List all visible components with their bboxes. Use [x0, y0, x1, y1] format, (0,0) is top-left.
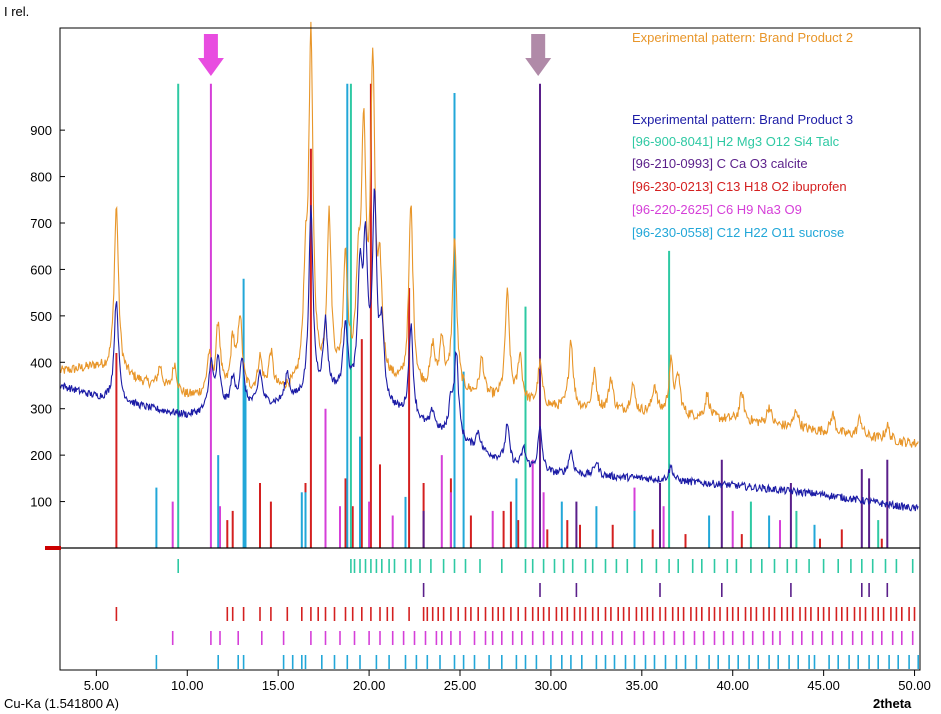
legend-entry-talc: [96-900-8041] H2 Mg3 O12 Si4 Talc — [632, 134, 840, 149]
y-tick-label: 400 — [30, 355, 52, 370]
reference-sticks — [115, 83, 889, 548]
down-arrow-icon — [525, 34, 552, 76]
y-tick-label: 100 — [30, 495, 52, 510]
x-tick-label: 40.00 — [716, 678, 749, 693]
series-line-product2 — [59, 21, 919, 448]
x-tick-label: 10.00 — [171, 678, 204, 693]
highlight-arrows — [197, 34, 552, 76]
series-line-product3 — [59, 188, 919, 512]
legend: Experimental pattern: Brand Product 2 Exp… — [632, 30, 853, 240]
axes: 100 200 300 400 500 600 700 800 900 5.00 10.00 15.0… — [30, 27, 931, 693]
x-tick-label: 15.00 — [262, 678, 295, 693]
y-tick-label: 600 — [30, 262, 52, 277]
y-axis-label: I rel. — [4, 4, 29, 19]
y-tick-label: 900 — [30, 123, 52, 138]
down-arrow-icon — [197, 34, 224, 76]
experimental-curves — [59, 21, 919, 512]
legend-entry-calcite: [96-210-0993] C Ca O3 calcite — [632, 156, 808, 171]
x-tick-label: 25.00 — [444, 678, 477, 693]
y-tick-label: 800 — [30, 170, 52, 185]
reference-tick-rows — [115, 559, 920, 669]
y-tick-label: 300 — [30, 402, 52, 417]
zero-marker — [45, 546, 61, 550]
x-tick-label: 20.00 — [353, 678, 386, 693]
legend-entry-na_citrate: [96-220-2625] C6 H9 Na3 O9 — [632, 202, 802, 217]
x-tick-label: 5.00 — [84, 678, 109, 693]
x-axis-label: 2theta — [873, 696, 912, 711]
y-tick-label: 200 — [30, 448, 52, 463]
y-tick-label: 500 — [30, 309, 52, 324]
x-tick-label: 45.00 — [807, 678, 840, 693]
legend-entry-ibuprofen: [96-230-0213] C13 H18 O2 ibuprofen — [632, 179, 847, 194]
x-tick-label: 30.00 — [535, 678, 568, 693]
radiation-label: Cu-Ka (1.541800 A) — [4, 696, 119, 711]
y-tick-label: 700 — [30, 216, 52, 231]
legend-entry-product3: Experimental pattern: Brand Product 3 — [632, 112, 853, 127]
x-tick-label: 35.00 — [626, 678, 659, 693]
legend-entry-product2: Experimental pattern: Brand Product 2 — [632, 30, 853, 45]
legend-entry-sucrose: [96-230-0558] C12 H22 O11 sucrose — [632, 225, 844, 240]
x-tick-label: 50.00 — [898, 678, 931, 693]
plot-frame — [59, 27, 921, 671]
